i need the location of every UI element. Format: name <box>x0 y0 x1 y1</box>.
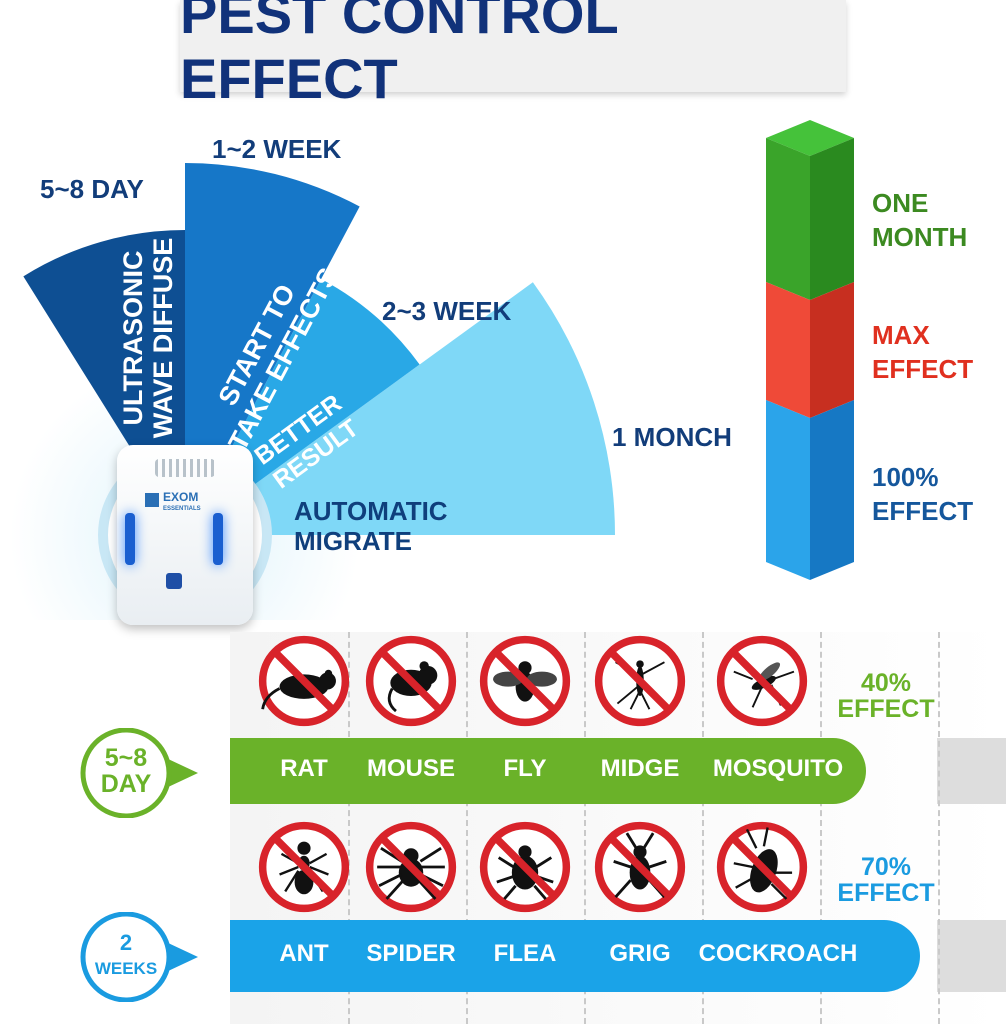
effect-value: 70% <box>860 853 912 881</box>
brand-logo-icon <box>145 493 159 507</box>
badge-text-row-2: 2 WEEKS <box>86 930 166 982</box>
pest-name-fly: FLY <box>503 755 547 782</box>
led-right <box>213 513 223 565</box>
legend-line: EFFECT <box>872 354 974 384</box>
flea-icon <box>478 820 572 914</box>
rat-icon <box>257 634 351 728</box>
led-left <box>125 513 135 565</box>
pest-name-ant: ANT <box>279 940 329 967</box>
effect-value: 40% <box>860 669 912 697</box>
grid-divider <box>348 632 350 1024</box>
badge-line: WEEKS <box>94 959 158 978</box>
grid-divider <box>584 632 586 1024</box>
pest-name-mosquito: MOSQUITO <box>712 755 844 782</box>
brand-name: EXOM <box>163 490 199 504</box>
badge-5-8-day <box>80 728 198 818</box>
mouse-icon <box>364 634 458 728</box>
pest-name-midge: MIDGE <box>600 755 680 782</box>
fly-icon <box>478 634 572 728</box>
repeller-device: EXOM ESSENTIALS <box>117 445 253 625</box>
time-label-5-8-day: 5~8 DAY <box>40 174 144 204</box>
pest-name-rat: RAT <box>280 755 328 782</box>
stage-line: WAVE DIFFUSE <box>148 237 178 439</box>
bar-track-2 <box>937 920 1006 992</box>
grid-divider <box>938 632 940 1024</box>
legend-100-effect: 100% EFFECT <box>872 460 973 528</box>
badge-line: 5~8 <box>104 744 148 772</box>
effect-caption: EFFECT <box>837 695 935 723</box>
badge-line: 2 <box>119 930 133 955</box>
title-banner: PEST CONTROL EFFECT <box>180 0 846 110</box>
pest-bar-row-1 <box>230 738 866 804</box>
effect-legend-bar <box>766 120 854 580</box>
cockroach-icon <box>715 820 809 914</box>
grid-divider <box>702 632 704 1024</box>
time-label-2-3-week: 2~3 WEEK <box>382 296 512 326</box>
stage-line: AUTOMATIC <box>294 496 448 526</box>
effect-caption: EFFECT <box>837 879 935 907</box>
pest-name-grig: GRIG <box>609 940 671 967</box>
stage-line: ULTRASONIC <box>118 250 148 426</box>
time-label-1-2-week: 1~2 WEEK <box>212 134 342 164</box>
brand-sub: ESSENTIALS <box>163 506 201 512</box>
ant-icon <box>257 820 351 914</box>
legend-one-month: ONE MONTH <box>872 186 967 254</box>
legend-line: MAX <box>872 320 930 350</box>
stage-line: MIGRATE <box>294 526 412 556</box>
grid-divider <box>466 632 468 1024</box>
badge-2-weeks <box>80 912 198 1002</box>
page-title: PEST CONTROL EFFECT <box>180 0 618 110</box>
power-button[interactable] <box>166 573 182 589</box>
stage-label-ultrasonic: ULTRASONIC WAVE DIFFUSE <box>118 228 178 448</box>
legend-max-effect: MAX EFFECT <box>872 318 973 386</box>
spider-icon <box>364 820 458 914</box>
fan-wedge-automatic-migrate <box>185 282 615 535</box>
effect-40: 40% EFFECT <box>826 670 946 722</box>
badge-text-row-1: 5~8 DAY <box>86 745 166 797</box>
stage-label-automatic-migrate: AUTOMATIC MIGRATE <box>294 496 448 556</box>
legend-line: 100% <box>872 462 939 492</box>
pest-name-flea: FLEA <box>493 940 557 967</box>
speaker-grille <box>155 459 215 477</box>
midge-icon <box>593 634 687 728</box>
brand-logo: EXOM ESSENTIALS <box>163 491 201 515</box>
bar-track-1 <box>937 738 1006 804</box>
mosquito-icon <box>715 634 809 728</box>
time-label-1-month: 1 MONCH <box>612 422 732 452</box>
grig-icon <box>593 820 687 914</box>
pest-bar-row-2 <box>230 920 920 992</box>
legend-line: ONE <box>872 188 929 218</box>
badge-line: DAY <box>100 770 152 798</box>
pest-name-mouse: MOUSE <box>366 755 455 782</box>
legend-line: MONTH <box>872 222 968 252</box>
effect-70: 70% EFFECT <box>826 854 946 906</box>
pest-name-cockroach: COCKROACH <box>698 940 858 967</box>
legend-line: EFFECT <box>872 496 974 526</box>
pest-name-spider: SPIDER <box>366 940 456 967</box>
grid-divider <box>820 632 822 1024</box>
fan-wedge-start-effects <box>185 163 360 535</box>
